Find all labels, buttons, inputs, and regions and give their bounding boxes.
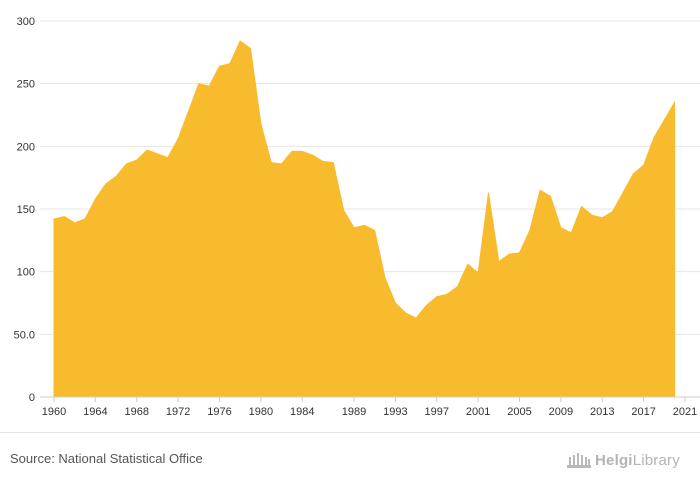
- x-tick-label: 2021: [673, 406, 697, 418]
- x-tick-label: 1980: [249, 406, 273, 418]
- logo-text-bold: Helgi: [595, 451, 633, 469]
- x-tick-label: 1989: [342, 406, 366, 418]
- x-tick-label: 2005: [507, 406, 531, 418]
- library-building-icon: [567, 453, 591, 468]
- x-tick-label: 1997: [424, 406, 448, 418]
- area-chart: 0 50.0 100 150 200 250 300 1960 1964 1968 1972 197…: [14, 16, 700, 418]
- series-area: [53, 40, 676, 398]
- helgi-library-logo[interactable]: HelgiLibrary: [566, 449, 680, 471]
- y-axis: 0 50.0 100 150 200 250 300: [14, 16, 35, 404]
- x-tick-label: 2001: [466, 406, 490, 418]
- x-tick-label: 1984: [290, 406, 314, 418]
- y-tick-label: 0: [29, 392, 35, 404]
- logo-text-regular: Library: [632, 451, 680, 469]
- x-tick-label: 1993: [383, 406, 407, 418]
- y-tick-label: 300: [17, 16, 35, 28]
- y-tick-label: 150: [17, 204, 35, 216]
- x-tick-label: 1960: [42, 406, 66, 418]
- source-note: Source: National Statistical Office: [10, 451, 203, 466]
- x-tick-label: 2009: [549, 406, 573, 418]
- series-area-fill: [53, 40, 676, 398]
- y-tick-label: 250: [17, 79, 35, 91]
- x-tick-label: 1964: [83, 406, 107, 418]
- x-tick-label: 1976: [207, 406, 231, 418]
- x-tick-label: 2013: [590, 406, 614, 418]
- x-tick-label: 1972: [166, 406, 190, 418]
- y-tick-label: 100: [17, 267, 35, 279]
- footer-divider: [0, 432, 700, 433]
- x-tick-label: 1968: [125, 406, 149, 418]
- y-tick-label: 50.0: [14, 329, 35, 341]
- x-axis: 1960 1964 1968 1972 1976 1980 1984 1989 1993 1997…: [40, 396, 700, 418]
- y-tick-label: 200: [17, 141, 35, 153]
- x-tick-label: 2017: [631, 406, 655, 418]
